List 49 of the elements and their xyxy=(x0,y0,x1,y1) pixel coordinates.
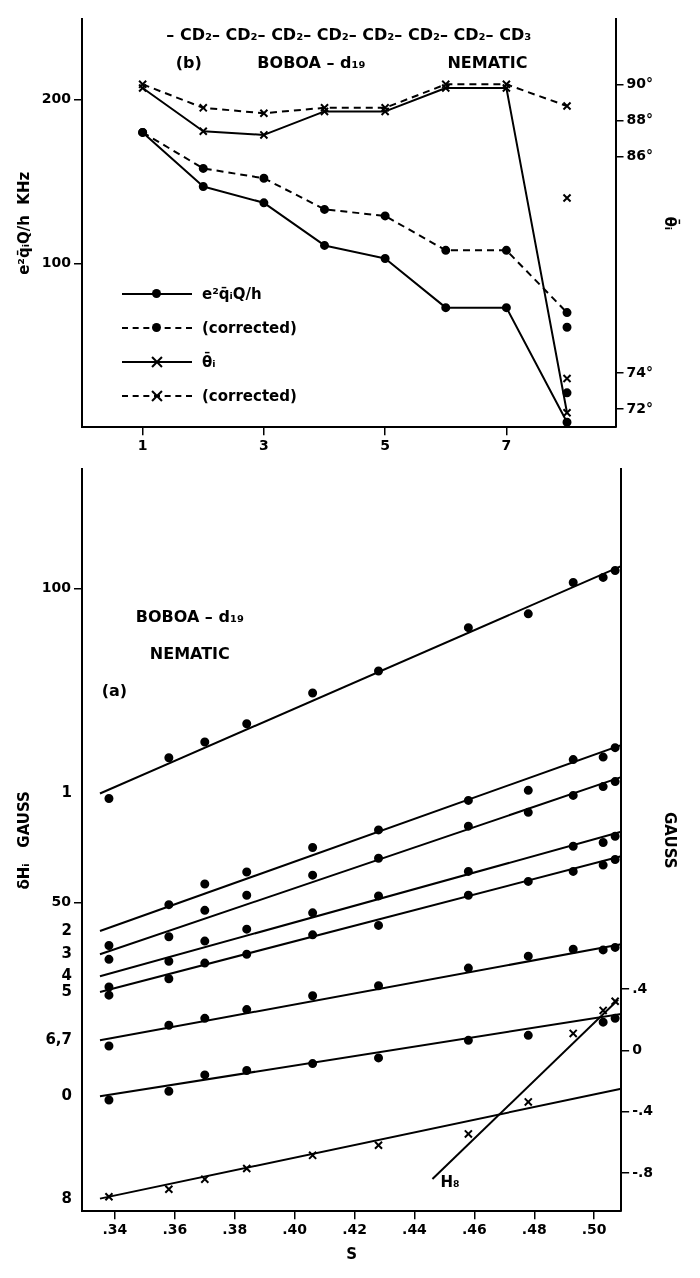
y-tick-label: 200 xyxy=(41,90,72,107)
annotation: NEMATIC xyxy=(149,644,230,664)
x-tick-label: .36 xyxy=(162,1221,188,1238)
annotation: – CD₂– CD₂– CD₂– CD₂– CD₂– CD₂– CD₂– CD₃ xyxy=(166,24,532,44)
legend-label: (corrected) xyxy=(202,387,297,406)
x-axis-title: S xyxy=(346,1244,357,1263)
y-axis-title: e²q̄ᵢQ/h KHz xyxy=(14,171,33,275)
series-label: H₈ xyxy=(440,1172,460,1191)
y-tick-label: 100 xyxy=(41,254,72,271)
x-tick-label: .50 xyxy=(581,1221,607,1238)
y2-tick-label: .4 xyxy=(632,979,648,996)
annotation: (a) xyxy=(101,681,128,701)
x-tick-label: .48 xyxy=(521,1221,547,1238)
y-axis-title: δHᵢ GAUSS xyxy=(14,791,33,890)
y-tick-label: 50 xyxy=(51,893,72,910)
series-label: 6,7 xyxy=(45,1030,72,1049)
series-label: 0 xyxy=(61,1086,72,1105)
legend-label: (corrected) xyxy=(202,319,297,338)
annotation: NEMATIC xyxy=(447,53,528,73)
x-tick-label: .38 xyxy=(222,1221,248,1238)
legend-label: θ̄ᵢ xyxy=(202,353,216,372)
annotation: (b) xyxy=(175,53,202,73)
series-label: 2 xyxy=(61,920,72,939)
x-tick-label: 7 xyxy=(501,437,512,454)
x-tick-label: 5 xyxy=(380,437,391,454)
y2-tick-label: 74° xyxy=(626,363,653,380)
x-tick-label: .46 xyxy=(461,1221,487,1238)
y2-tick-label: -.8 xyxy=(632,1163,653,1180)
x-tick-label: 1 xyxy=(137,437,148,454)
y2-tick-label: 90° xyxy=(626,75,653,91)
y2-tick-label: 86° xyxy=(626,147,653,164)
y-tick-label: 100 xyxy=(41,579,72,596)
y2-axis-title: GAUSS xyxy=(661,812,680,869)
y2-tick-label: 88° xyxy=(626,111,653,128)
series-label: 1 xyxy=(61,783,72,802)
y2-axis-title: θ̄ᵢ xyxy=(661,216,681,231)
annotation: BOBOA – d₁₉ xyxy=(135,606,244,626)
y2-tick-label: -.4 xyxy=(632,1102,654,1119)
annotation: BOBOA – d₁₉ xyxy=(257,53,366,73)
x-tick-label: .42 xyxy=(342,1221,367,1238)
x-tick-label: .40 xyxy=(282,1221,308,1238)
x-tick-label: 3 xyxy=(259,437,269,454)
y2-tick-label: 72° xyxy=(626,399,653,416)
x-tick-label: .44 xyxy=(402,1221,428,1238)
y2-tick-label: 0 xyxy=(632,1040,643,1057)
series-label: 8 xyxy=(61,1188,72,1207)
x-tick-label: .34 xyxy=(102,1221,128,1238)
series-label: 3 xyxy=(61,944,72,963)
legend-label: e²q̄ᵢQ/h xyxy=(202,285,262,304)
